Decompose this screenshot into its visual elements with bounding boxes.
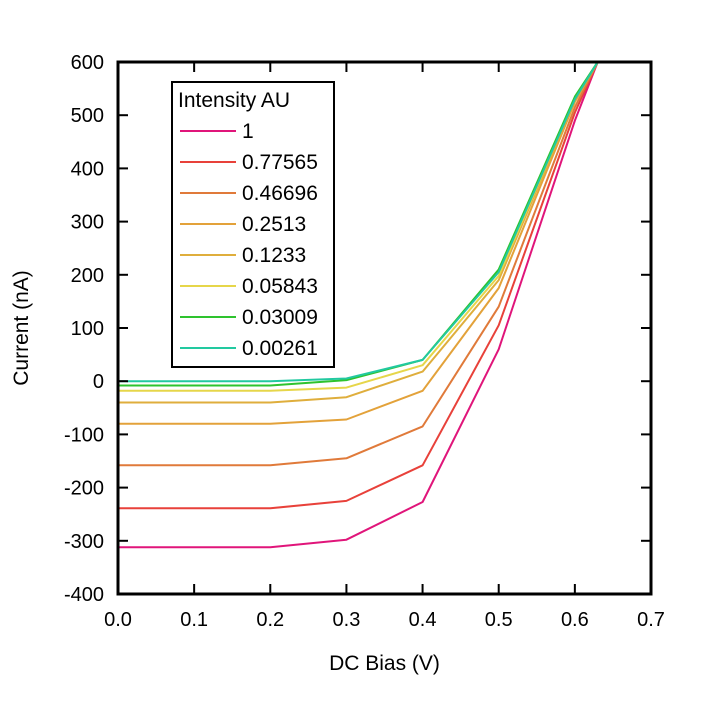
legend-label-7: 0.03009 bbox=[242, 306, 318, 329]
y-tick-label: -400 bbox=[64, 584, 104, 606]
legend-label-1: 1 bbox=[242, 120, 254, 143]
y-tick-label: 100 bbox=[71, 318, 104, 340]
x-tick-label: 0.2 bbox=[256, 609, 284, 631]
legend-label-5: 0.1233 bbox=[242, 244, 306, 267]
y-tick-label: 400 bbox=[71, 158, 104, 180]
series-line-3 bbox=[118, 62, 599, 467]
legend-label-3: 0.46696 bbox=[242, 182, 318, 205]
legend-label-6: 0.05843 bbox=[242, 275, 318, 298]
x-tick-label: 0.0 bbox=[104, 609, 132, 631]
series-line-1 bbox=[118, 62, 599, 549]
x-tick-label: 0.7 bbox=[637, 609, 665, 631]
y-tick-label: 500 bbox=[71, 105, 104, 127]
y-tick-label: 0 bbox=[93, 371, 104, 393]
y-tick-label: 200 bbox=[71, 265, 104, 287]
series-line-2 bbox=[118, 62, 599, 510]
y-tick-label: -300 bbox=[64, 531, 104, 553]
y-tick-label: -100 bbox=[64, 424, 104, 446]
series-layer bbox=[118, 62, 599, 549]
legend-title: Intensity AU bbox=[178, 89, 290, 112]
x-tick-label: 0.5 bbox=[485, 609, 513, 631]
legend: Intensity AU 1 0.77565 0.46696 0.2513 0.1233… bbox=[171, 81, 335, 368]
x-axis-title: DC Bias (V) bbox=[329, 652, 440, 675]
ticks-layer: 0.0 0.1 0.2 0.3 0.4 0.5 0.6 0.7 -400 -300 -200 -100… bbox=[64, 52, 665, 631]
legend-label-4: 0.2513 bbox=[242, 213, 306, 236]
y-tick-label: -200 bbox=[64, 478, 104, 500]
x-tick-label: 0.6 bbox=[561, 609, 589, 631]
x-tick-label: 0.4 bbox=[409, 609, 437, 631]
x-tick-label: 0.3 bbox=[333, 609, 361, 631]
y-tick-label: 600 bbox=[71, 52, 104, 74]
series-line-4 bbox=[118, 62, 599, 425]
series-line-8 bbox=[118, 62, 599, 383]
legend-label-2: 0.77565 bbox=[242, 151, 318, 174]
legend-label-8: 0.00261 bbox=[242, 337, 318, 360]
legend-items: 1 0.77565 0.46696 0.2513 0.1233 0.05843 0.0300… bbox=[180, 120, 318, 360]
x-tick-label: 0.1 bbox=[180, 609, 208, 631]
y-axis-title: Current (nA) bbox=[10, 270, 33, 386]
y-tick-label: 300 bbox=[71, 212, 104, 234]
